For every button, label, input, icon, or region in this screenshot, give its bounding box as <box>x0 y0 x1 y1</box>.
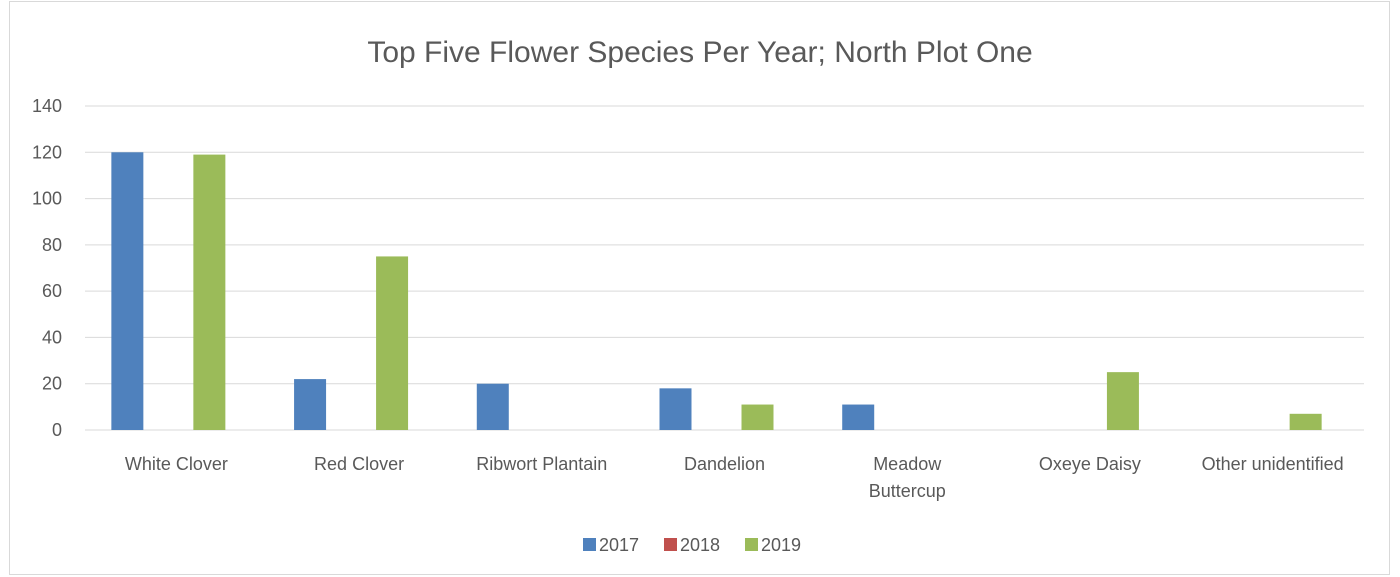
bar-2019-0 <box>193 154 226 430</box>
bar-2017-2 <box>476 383 509 430</box>
x-tick-label: Red Clover <box>314 454 404 474</box>
x-tick-label: Buttercup <box>869 481 946 501</box>
bar-2017-4 <box>842 404 875 430</box>
chart-area <box>9 1 1390 575</box>
y-tick-label: 140 <box>32 96 62 116</box>
y-axis-ticks: 0 20 40 60 80 100 120 140 <box>32 96 62 440</box>
bar-2019-3 <box>741 404 774 430</box>
bar-2017-1 <box>294 379 327 430</box>
x-tick-label: White Clover <box>125 454 228 474</box>
legend-swatch-2018 <box>664 538 677 551</box>
x-axis-ticks: White Clover Red Clover Ribwort Plantain Da… <box>125 454 1344 501</box>
bars <box>111 152 1322 431</box>
y-tick-label: 120 <box>32 142 62 162</box>
legend-label-2019: 2019 <box>761 535 801 555</box>
bar-2019-1 <box>376 256 409 430</box>
x-tick-label: Meadow <box>873 454 942 474</box>
chart-title: Top Five Flower Species Per Year; North … <box>367 36 1032 69</box>
legend-label-2018: 2018 <box>680 535 720 555</box>
x-tick-label: Oxeye Daisy <box>1039 454 1141 474</box>
x-tick-label: Other unidentified <box>1202 454 1344 474</box>
y-tick-label: 0 <box>52 420 62 440</box>
y-tick-label: 20 <box>42 374 62 394</box>
y-tick-label: 100 <box>32 189 62 209</box>
x-tick-label: Dandelion <box>684 454 765 474</box>
bar-2019-6 <box>1289 413 1322 430</box>
bar-2017-3 <box>659 388 692 430</box>
legend: 2017 2018 2019 <box>583 535 801 555</box>
bar-2019-5 <box>1106 372 1139 430</box>
legend-swatch-2019 <box>745 538 758 551</box>
x-tick-label: Ribwort Plantain <box>476 454 607 474</box>
y-tick-label: 80 <box>42 235 62 255</box>
bar-2017-0 <box>111 152 144 431</box>
legend-label-2017: 2017 <box>599 535 639 555</box>
gridlines <box>85 105 1364 431</box>
legend-swatch-2017 <box>583 538 596 551</box>
y-tick-label: 60 <box>42 281 62 301</box>
y-tick-label: 40 <box>42 327 62 347</box>
